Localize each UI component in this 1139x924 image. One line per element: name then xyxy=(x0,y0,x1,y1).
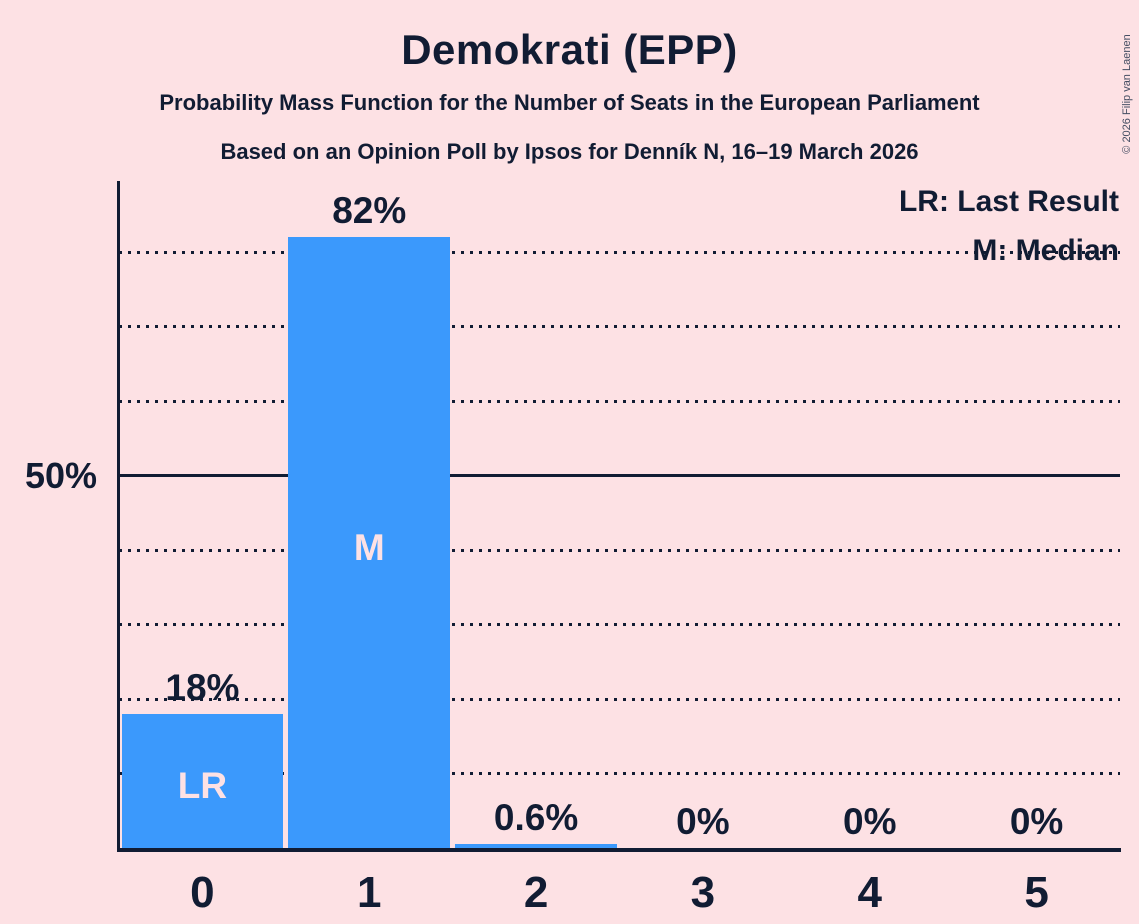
bar-seats-2 xyxy=(455,843,617,848)
gridline-60-percent xyxy=(119,399,1120,403)
gridline-80-percent xyxy=(119,250,1120,254)
legend-last-result: LR: Last Result xyxy=(898,185,1119,218)
legend-median: M: Median xyxy=(972,234,1119,267)
x-axis-line xyxy=(117,848,1121,852)
bar-annotation-m: M xyxy=(353,526,385,568)
chart-subtitle-line2: Based on an Opinion Poll by Ipsos for De… xyxy=(220,139,919,164)
x-tick-label-3: 3 xyxy=(690,868,716,917)
gridline-40-percent xyxy=(119,548,1120,552)
y-axis-50-percent-label: 50% xyxy=(24,455,97,496)
x-tick-label-2: 2 xyxy=(523,868,549,917)
chart-title: Demokrati (EPP) xyxy=(401,26,738,73)
bar-value-label-seats-2: 0.6% xyxy=(493,796,579,838)
gridline-10-percent xyxy=(119,772,1120,775)
x-tick-label-5: 5 xyxy=(1024,868,1049,917)
x-tick-label-4: 4 xyxy=(857,868,882,917)
gridline-50-percent-solid xyxy=(119,474,1120,477)
bar-seats-0: LR xyxy=(121,713,284,848)
chart-legend: LR: Last Result M: Median xyxy=(899,183,1119,269)
chart-subtitle-line1: Probability Mass Function for the Number… xyxy=(159,90,980,115)
bar-value-label-seats-1: 82% xyxy=(332,190,407,232)
gridline-30-percent xyxy=(119,623,1120,626)
bar-value-label-seats-4: 0% xyxy=(843,801,897,842)
bar-value-label-seats-3: 0% xyxy=(676,801,730,842)
gridline-70-percent xyxy=(119,325,1120,328)
x-tick-label-0: 0 xyxy=(190,868,215,917)
bar-value-label-seats-0: 18% xyxy=(165,666,240,708)
gridline-20-percent xyxy=(119,697,1120,701)
bar-value-label-seats-5: 0% xyxy=(1009,801,1064,842)
y-axis-line xyxy=(117,181,120,852)
bar-seats-1: M xyxy=(288,237,451,848)
copyright-notice: © 2026 Filip van Laenen xyxy=(1121,34,1133,154)
x-tick-label-1: 1 xyxy=(357,868,382,917)
bar-annotation-lr: LR xyxy=(177,764,228,806)
